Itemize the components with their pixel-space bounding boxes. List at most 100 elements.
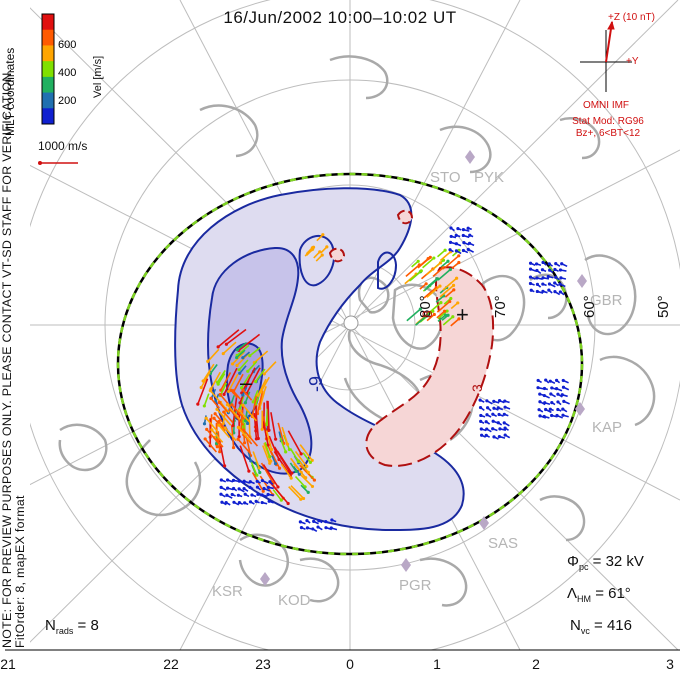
velocity-vector-origin bbox=[251, 400, 255, 404]
colorbar-tick-label: 600 bbox=[58, 39, 76, 51]
velocity-vector-origin bbox=[238, 401, 242, 405]
velocity-vector-origin bbox=[254, 429, 258, 433]
velocity-vector-origin bbox=[558, 282, 562, 286]
velocity-vector bbox=[262, 445, 271, 464]
velocity-vector-origin bbox=[324, 526, 328, 530]
velocity-vector bbox=[204, 438, 217, 453]
velocity-vector-origin bbox=[535, 282, 540, 286]
hm-boundary bbox=[116, 172, 584, 556]
velocity-vector-origin bbox=[550, 401, 554, 405]
velocity-vector bbox=[222, 341, 237, 355]
latitude-labels: 80° 70° 60° 50° bbox=[417, 295, 672, 318]
velocity-vector bbox=[211, 429, 224, 443]
velocity-vector bbox=[288, 486, 302, 500]
velocity-vector-origin bbox=[548, 407, 552, 411]
colorbar-segment bbox=[42, 108, 54, 125]
velocity-vector-origin bbox=[554, 378, 559, 383]
velocity-vector bbox=[219, 401, 230, 414]
velocity-vector-origin bbox=[317, 519, 321, 523]
imf-z-label: +Z (10 nT) bbox=[608, 12, 655, 23]
velocity-vector-origin bbox=[448, 240, 453, 244]
velocity-vector-origin bbox=[237, 501, 241, 505]
velocity-vector-origin bbox=[306, 470, 310, 474]
velocity-vector-origin bbox=[231, 478, 236, 482]
station-ksr: KSR bbox=[212, 583, 243, 600]
velocity-vector bbox=[437, 268, 451, 281]
lat-80-label: 80° bbox=[417, 295, 434, 318]
velocity-vector bbox=[272, 489, 282, 501]
velocity-vector bbox=[423, 278, 439, 292]
velocity-vector bbox=[442, 316, 454, 326]
colorbar-tick-label: 200 bbox=[58, 95, 76, 107]
velocity-vector-origin bbox=[417, 263, 421, 267]
velocity-vector bbox=[200, 371, 211, 388]
velocity-vector-origin bbox=[485, 427, 489, 431]
velocity-vector bbox=[238, 333, 261, 352]
velocity-vector-origin bbox=[445, 309, 449, 313]
velocity-vector-origin bbox=[467, 241, 472, 245]
velocity-vector-origin bbox=[438, 261, 443, 265]
velocity-vector bbox=[444, 255, 460, 269]
contour-label-3: 3 bbox=[469, 384, 485, 392]
velocity-vector-origin bbox=[431, 309, 435, 313]
velocity-vector bbox=[232, 373, 244, 393]
mlt-tick-21: 21 bbox=[0, 656, 16, 672]
velocity-vector-origin bbox=[553, 267, 557, 272]
velocity-vector bbox=[432, 267, 444, 277]
velocity-vector-origin bbox=[225, 403, 230, 407]
velocity-vector-origin bbox=[306, 490, 310, 494]
velocity-vector-origin bbox=[260, 493, 264, 497]
velocity-vector-origin bbox=[553, 290, 557, 294]
velocity-vector-origin bbox=[466, 226, 470, 230]
velocity-vector-origin bbox=[230, 492, 234, 497]
velocity-vector-origin bbox=[559, 276, 563, 280]
velocity-vector-origin bbox=[277, 466, 282, 470]
velocity-vector-origin bbox=[209, 396, 213, 400]
map-title: 16/Jun/2002 10:00–10:02 UT bbox=[223, 8, 457, 27]
velocity-vector bbox=[265, 408, 269, 425]
velocity-vector-origin bbox=[550, 413, 554, 418]
mlt-tick-3: 3 bbox=[666, 656, 674, 672]
velocity-vector-origin bbox=[311, 247, 315, 251]
velocity-vector-origin bbox=[534, 262, 539, 266]
velocity-vector bbox=[232, 390, 241, 400]
velocity-vector-origin bbox=[286, 501, 290, 506]
velocity-vector-origin bbox=[536, 378, 540, 383]
velocity-vector bbox=[220, 372, 232, 391]
velocity-vector-origin bbox=[257, 466, 261, 470]
velocity-vector bbox=[262, 464, 279, 488]
velocity-vector-origin bbox=[329, 526, 333, 530]
velocity-vector bbox=[218, 424, 231, 439]
velocity-vector bbox=[273, 446, 290, 472]
velocity-vector-origin bbox=[538, 414, 542, 418]
colorbar-label: Vel [m/s] bbox=[92, 55, 104, 98]
velocity-vector-origin bbox=[502, 421, 506, 425]
velocity-vector-origin bbox=[225, 486, 230, 490]
velocity-vector-origin bbox=[276, 485, 280, 489]
velocity-vector-origin bbox=[202, 422, 207, 426]
velocity-vector bbox=[207, 348, 220, 362]
velocity-vector-origin bbox=[266, 443, 270, 447]
lat-50-label: 50° bbox=[655, 295, 672, 318]
colorbar-segment bbox=[42, 76, 54, 94]
station-pyk: PYK bbox=[474, 169, 504, 186]
velocity-vector-origin bbox=[485, 413, 489, 417]
imf-clock bbox=[580, 20, 632, 92]
velocity-vector bbox=[238, 394, 245, 410]
velocity-vector bbox=[436, 300, 451, 313]
velocity-vector-origin bbox=[442, 309, 447, 313]
velocity-vector-origin bbox=[241, 388, 245, 392]
velocity-vector-origin bbox=[562, 399, 566, 403]
velocity-vector bbox=[405, 264, 420, 277]
velocity-vector-origin bbox=[297, 472, 301, 476]
velocity-vector-origin bbox=[219, 492, 223, 496]
velocity-vector-origin bbox=[208, 389, 212, 393]
velocity-vector bbox=[406, 308, 421, 322]
velocity-vector-origin bbox=[299, 452, 303, 456]
velocity-vector-origin bbox=[528, 267, 533, 271]
velocity-vector-origin bbox=[554, 387, 559, 391]
velocity-vector-origin bbox=[216, 382, 220, 386]
velocity-vector bbox=[236, 344, 250, 356]
velocity-vector-origin bbox=[441, 266, 445, 270]
imf-model-line2: Bz+, 6<BT<12 bbox=[575, 128, 641, 139]
